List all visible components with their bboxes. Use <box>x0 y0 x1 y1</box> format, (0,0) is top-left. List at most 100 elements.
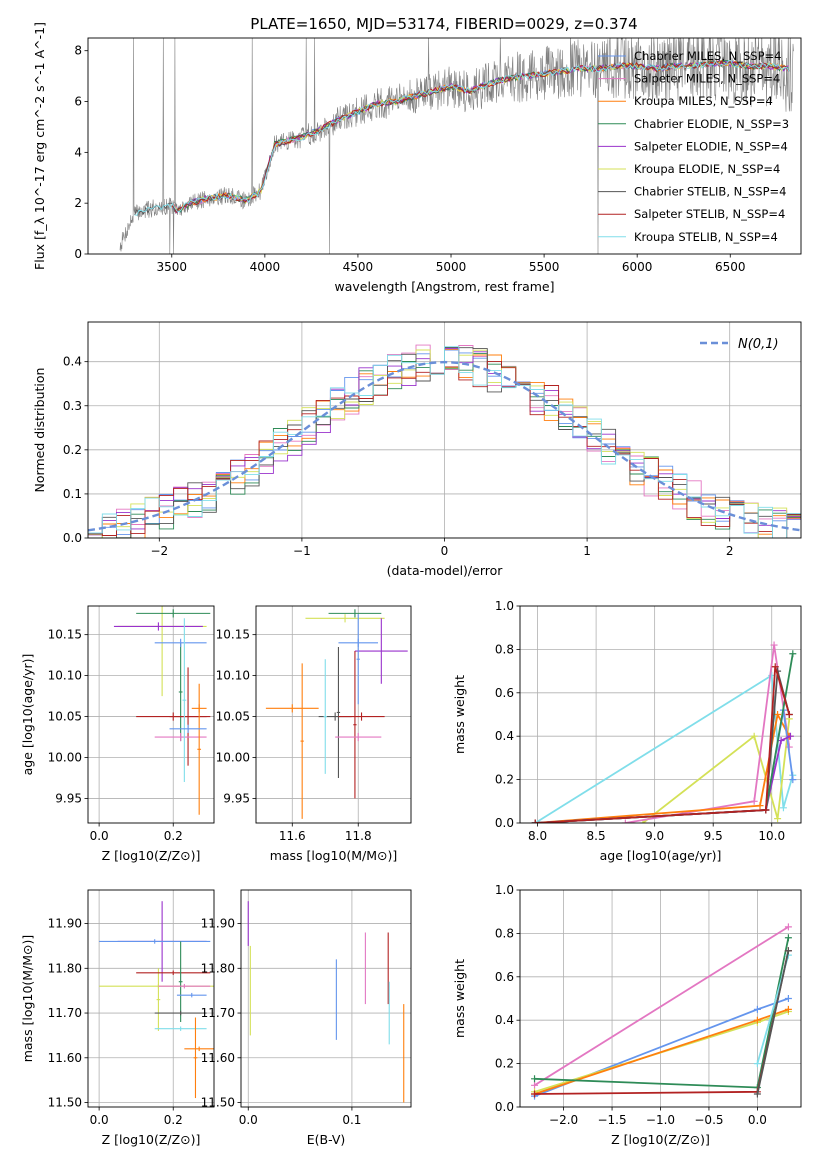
weight-marker <box>784 923 792 931</box>
weight-marker <box>750 732 758 740</box>
legend-label: Kroupa MILES, N_SSP=4 <box>634 94 773 108</box>
grid-lines <box>256 606 411 823</box>
mass-vs-ebv-chart: 0.0 0.1 11.50 11.60 11.70 11.80 11.90 E(B-V) <box>201 889 412 1147</box>
data-spectrum-line <box>119 38 794 254</box>
x-tick-label: 0.1 <box>342 1113 361 1127</box>
weight-marker <box>779 804 787 812</box>
x-tick-label: 0 <box>441 544 449 558</box>
axes-frame <box>87 37 802 255</box>
x-tick-label: 2 <box>726 544 734 558</box>
x-tick-label: 8.0 <box>528 829 547 843</box>
x-tick-label: −2 <box>150 544 168 558</box>
axes-frame <box>87 889 215 1108</box>
errorbar-point <box>184 1046 214 1052</box>
y-tick-label: 0.3 <box>63 399 82 413</box>
x-axis-label: Z [log10(Z/Z⊙)] <box>102 848 201 863</box>
plot-area <box>88 890 214 1107</box>
weight-line <box>535 666 791 823</box>
y-tick-label: 9.95 <box>55 791 82 805</box>
weight-marker <box>784 934 792 942</box>
errorbar-point <box>305 614 385 623</box>
age-vs-mass-chart: 11.6 11.8 9.95 10.00 10.05 10.10 10.15 mass [lo… <box>216 605 412 863</box>
y-tick-label: 10.10 <box>48 669 82 683</box>
errorbar-point <box>154 732 207 742</box>
weight-marker <box>750 797 758 805</box>
y-tick-label: 1.0 <box>495 599 514 613</box>
weight-line <box>534 1008 789 1095</box>
plot-area <box>88 322 801 538</box>
y-tick-label: 0.4 <box>495 1013 514 1027</box>
errorbar-point <box>354 618 408 684</box>
x-tick-label: 4500 <box>343 260 374 274</box>
y-tick-label: 0 <box>74 247 82 261</box>
x-tick-label: 9.0 <box>645 829 664 843</box>
errorbar-point <box>338 712 385 721</box>
legend-label: Chabrier MILES, N_SSP=4 <box>634 49 781 63</box>
errorbar-point <box>178 642 183 742</box>
plot-area <box>119 38 794 254</box>
y-tick-label: 0.6 <box>495 686 514 700</box>
y-axis-label: Flux [f_λ 10^-17 erg cm^-2 s^-1 A^-1] <box>32 22 47 270</box>
weight-line <box>625 644 791 823</box>
y-tick-label: 10.05 <box>216 710 250 724</box>
y-tick-label: 10.00 <box>216 750 250 764</box>
x-tick-label: 0.2 <box>164 1113 183 1127</box>
x-tick-label: 5500 <box>529 260 560 274</box>
legend-label: Salpeter STELIB, N_SSP=4 <box>634 207 785 221</box>
legend-label: Kroupa ELODIE, N_SSP=4 <box>634 162 780 176</box>
axes-frame <box>519 605 802 824</box>
errorbar-point <box>154 638 207 647</box>
y-tick-label: 11.70 <box>201 1006 235 1020</box>
y-axis-label: age [log10(age/yr)] <box>20 654 35 776</box>
weight-marker <box>774 711 782 718</box>
y-tick-label: 11.60 <box>48 1051 82 1065</box>
x-axis-label: E(B-V) <box>307 1132 346 1147</box>
weight-marker <box>771 663 779 671</box>
x-axis-label: wavelength [Angstrom, rest frame] <box>334 279 554 294</box>
y-tick-label: 10.10 <box>216 669 250 683</box>
errorbar-point <box>158 983 211 989</box>
x-tick-label: 11.6 <box>279 829 306 843</box>
weight-marker <box>531 1090 539 1098</box>
plot-area <box>256 606 411 823</box>
weight-marker <box>785 711 793 718</box>
x-tick-label: 0.0 <box>239 1113 258 1127</box>
x-axis-label: (data-model)/error <box>387 563 504 578</box>
x-tick-label: 6500 <box>715 260 746 274</box>
x-tick-label: −1.5 <box>597 1113 626 1127</box>
x-tick-label: 3500 <box>156 260 187 274</box>
y-tick-label: 0.4 <box>495 729 514 743</box>
y-tick-label: 0.1 <box>63 487 82 501</box>
axes-frame <box>87 605 215 824</box>
errorbar-point <box>265 704 319 713</box>
errorbar-point <box>328 609 382 618</box>
model-line <box>171 59 789 214</box>
weight-marker <box>753 1060 761 1068</box>
errorbar-point <box>335 732 382 742</box>
x-tick-label: −1.0 <box>646 1113 675 1127</box>
axes-frame <box>519 889 802 1108</box>
x-tick-label: 5000 <box>436 260 467 274</box>
y-tick-label: 0.4 <box>63 355 82 369</box>
errorbar-point <box>136 970 211 976</box>
y-tick-label: 11.80 <box>201 961 235 975</box>
x-tick-label: 8.5 <box>587 829 606 843</box>
legend-label: Chabrier STELIB, N_SSP=4 <box>634 185 786 199</box>
axes-frame <box>255 605 412 824</box>
y-tick-label: 8 <box>74 44 82 58</box>
errorbar-point <box>169 667 207 766</box>
y-tick-label: 0.8 <box>495 926 514 940</box>
weight-marker <box>789 776 797 784</box>
weight-marker <box>531 1081 539 1089</box>
x-tick-label: −1 <box>293 544 311 558</box>
errorbar-point <box>197 683 202 815</box>
weight-marker <box>621 819 629 823</box>
y-tick-label: 1.0 <box>495 883 514 897</box>
y-tick-label: 10.15 <box>48 628 82 642</box>
grid-lines <box>241 890 411 1107</box>
axes-frame <box>240 889 412 1108</box>
y-tick-label: 10.15 <box>216 628 250 642</box>
grid-lines <box>88 606 214 823</box>
weight-marker <box>789 650 797 658</box>
